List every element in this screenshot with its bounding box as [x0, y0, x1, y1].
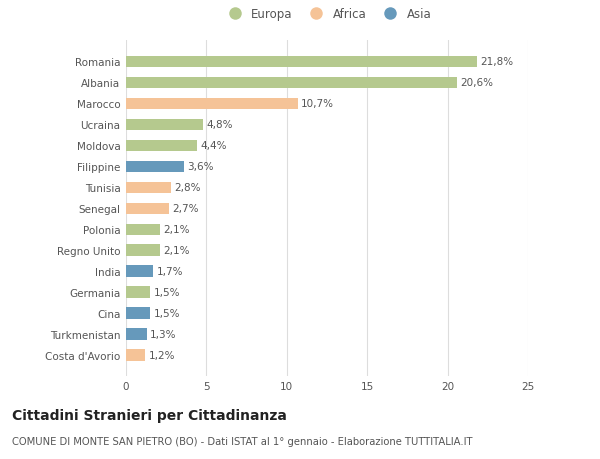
- Text: 4,8%: 4,8%: [206, 120, 233, 130]
- Text: 1,7%: 1,7%: [157, 267, 183, 277]
- Text: 2,1%: 2,1%: [163, 246, 190, 256]
- Text: 2,1%: 2,1%: [163, 225, 190, 235]
- Text: 20,6%: 20,6%: [460, 78, 493, 88]
- Bar: [126, 182, 171, 194]
- Text: 2,8%: 2,8%: [174, 183, 201, 193]
- Bar: [126, 245, 160, 257]
- Legend: Europa, Africa, Asia: Europa, Africa, Asia: [218, 4, 436, 26]
- Text: 10,7%: 10,7%: [301, 99, 334, 109]
- Text: 1,2%: 1,2%: [149, 350, 175, 360]
- Bar: [126, 329, 147, 340]
- Bar: [126, 56, 476, 68]
- Bar: [126, 78, 457, 89]
- Text: Cittadini Stranieri per Cittadinanza: Cittadini Stranieri per Cittadinanza: [12, 409, 287, 422]
- Text: 2,7%: 2,7%: [173, 204, 199, 214]
- Bar: [126, 308, 150, 319]
- Text: 1,3%: 1,3%: [150, 330, 176, 340]
- Bar: [126, 98, 298, 110]
- Bar: [126, 203, 169, 215]
- Text: COMUNE DI MONTE SAN PIETRO (BO) - Dati ISTAT al 1° gennaio - Elaborazione TUTTIT: COMUNE DI MONTE SAN PIETRO (BO) - Dati I…: [12, 436, 473, 446]
- Text: 1,5%: 1,5%: [154, 288, 180, 297]
- Text: 21,8%: 21,8%: [480, 57, 513, 67]
- Bar: [126, 161, 184, 173]
- Bar: [126, 140, 197, 152]
- Text: 3,6%: 3,6%: [187, 162, 214, 172]
- Bar: [126, 287, 150, 298]
- Text: 1,5%: 1,5%: [154, 308, 180, 319]
- Bar: [126, 350, 145, 361]
- Bar: [126, 266, 154, 277]
- Bar: [126, 224, 160, 235]
- Bar: [126, 119, 203, 131]
- Text: 4,4%: 4,4%: [200, 141, 226, 151]
